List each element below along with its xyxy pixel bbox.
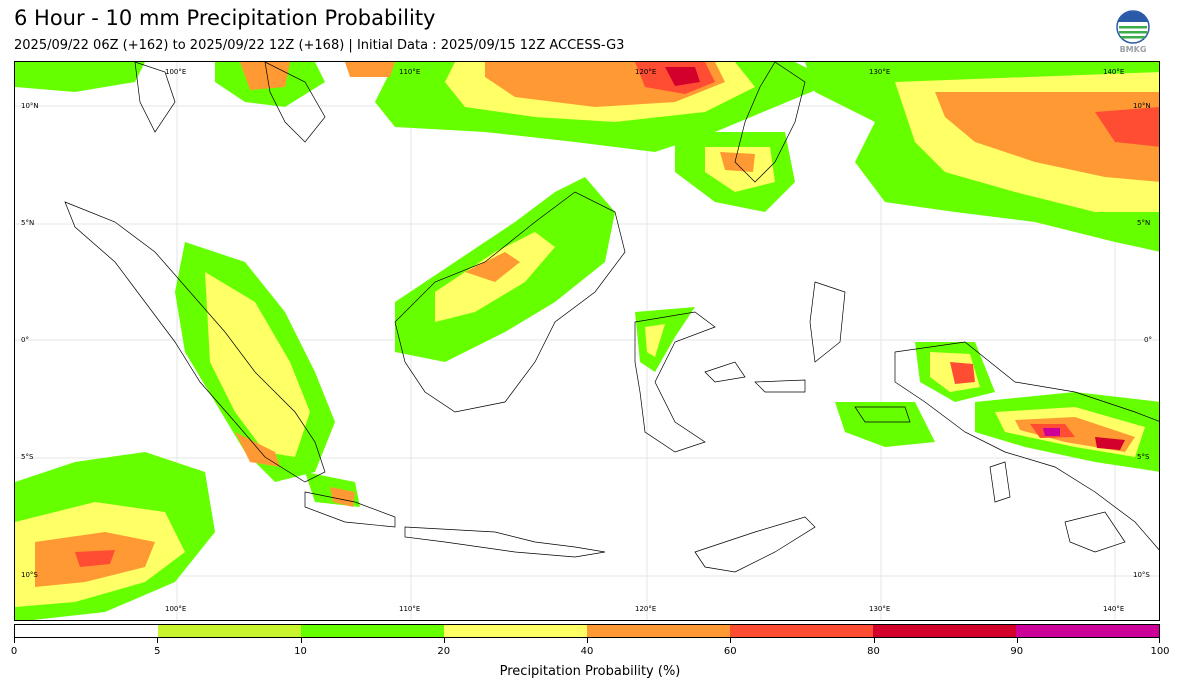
lon-label-top: 100°E <box>165 68 187 76</box>
colorbar-label: Precipitation Probability (%) <box>499 664 681 679</box>
precip-field-borneo <box>395 177 615 362</box>
lon-label-bottom: 130°E <box>869 605 891 613</box>
map-canvas <box>15 62 1159 620</box>
precip-field-sumatra <box>175 242 360 507</box>
coastlines <box>64 62 1159 573</box>
colorbar-tick-mark <box>873 638 875 643</box>
precip-field-pacific <box>675 62 1159 252</box>
lon-label-bottom: 100°E <box>165 605 187 613</box>
colorbar-bin <box>15 625 158 637</box>
colorbar-tick-mark <box>157 638 159 643</box>
colorbar-tick-label: 20 <box>437 646 451 657</box>
lat-label-right: 5°N <box>1137 219 1151 227</box>
page-title: 6 Hour - 10 mm Precipitation Probability <box>14 6 436 30</box>
precip-field-papua <box>835 342 1159 472</box>
colorbar-tick-mark <box>730 638 732 643</box>
lat-label-right: 10°N <box>1133 102 1151 110</box>
colorbar-tick-mark <box>1159 638 1160 643</box>
lat-label-left: 10°S <box>21 571 38 579</box>
precip-field-indian-ocean <box>15 452 215 620</box>
colorbar-tick-mark <box>1016 638 1018 643</box>
lat-label-right: 5°S <box>1137 453 1150 461</box>
colorbar-bin <box>158 625 301 637</box>
page-subtitle: 2025/09/22 06Z (+162) to 2025/09/22 12Z … <box>14 38 625 53</box>
colorbar-tick-label: 10 <box>294 646 307 657</box>
lon-label-bottom: 110°E <box>399 605 421 613</box>
precipitation-map[interactable]: 100°E 110°E 120°E 130°E 140°E 100°E 110°… <box>14 61 1160 621</box>
colorbar-tick-label: 60 <box>723 646 737 657</box>
colorbar-bin <box>587 625 730 637</box>
colorbar-tick-label: 0 <box>10 646 18 657</box>
colorbar-bin <box>730 625 873 637</box>
lat-label-right: 0° <box>1144 336 1152 344</box>
lon-label-top: 120°E <box>635 68 657 76</box>
lat-label-left: 10°N <box>21 102 39 110</box>
colorbar-tick-label: 80 <box>867 646 880 657</box>
colorbar-tick-label: 5 <box>154 646 161 657</box>
lat-label-right: 10°S <box>1133 571 1150 579</box>
colorbar-bin <box>873 625 1016 637</box>
lon-label-top: 130°E <box>869 68 891 76</box>
bmkg-logo-icon <box>1116 10 1150 44</box>
colorbar-tick-label: 90 <box>1010 646 1024 657</box>
colorbar-bin <box>1016 625 1159 637</box>
colorbar-tick-label: 100 <box>1150 646 1170 657</box>
lat-label-left: 5°N <box>21 219 35 227</box>
colorbar-tick-mark <box>443 638 445 643</box>
logo-text: BMKG <box>1119 45 1147 54</box>
colorbar-bin <box>301 625 444 637</box>
lon-label-top: 140°E <box>1103 68 1125 76</box>
precip-field-north <box>15 62 835 152</box>
colorbar-bin <box>444 625 587 637</box>
colorbar-tick-mark <box>587 638 588 643</box>
lon-label-top: 110°E <box>399 68 421 76</box>
precip-field-sulawesi <box>635 307 695 372</box>
colorbar-tick-mark <box>300 638 302 643</box>
colorbar <box>14 624 1160 638</box>
lon-label-bottom: 140°E <box>1103 605 1125 613</box>
lat-label-left: 0° <box>21 336 29 344</box>
lat-label-left: 5°S <box>21 453 34 461</box>
colorbar-tick-label: 40 <box>580 646 594 657</box>
lon-label-bottom: 120°E <box>635 605 657 613</box>
colorbar-tick-mark <box>14 638 15 643</box>
